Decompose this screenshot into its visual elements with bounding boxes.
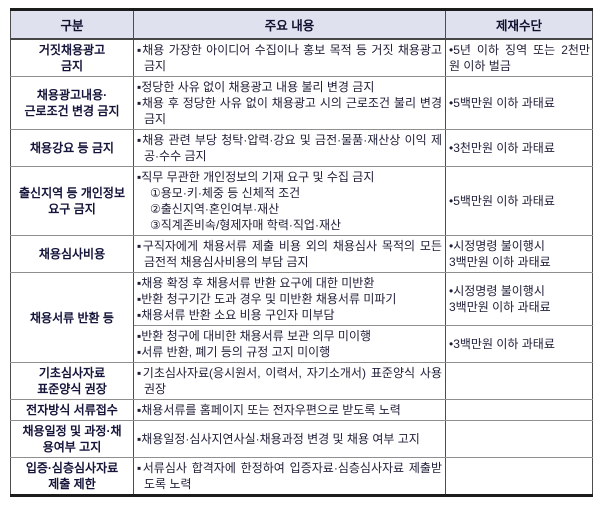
content-subitem: ③직계존비속/형제자매 학력·직업·재산 <box>150 218 342 232</box>
regulation-table: 구분 주요 내용 제재수단 거짓채용광고 금지 ▪채용 가장한 아이디어 수집이… <box>10 8 593 497</box>
category-proof-limit: 입증·심층심사자료 제출 제한 <box>10 457 134 496</box>
content-item: ▪반환 청구기간 도과 경우 및 미반환 채용서류 미파기 <box>137 292 397 306</box>
content-item: ▪채용서류를 홈페이지 또는 전자우편으로 받도록 노력 <box>137 403 401 417</box>
sanction-cell: •시정명령 불이행시 3백만원 이하 과태료 <box>445 272 593 326</box>
content-item: ▪기초심사자료(응시원서, 이력서, 자기소개서) 표준양식 사용 권장 <box>137 366 442 396</box>
table-row: 채용심사비용 ▪구직자에게 채용서류 제출 비용 외의 채용심사 목적의 모든 … <box>10 235 593 273</box>
table-row: 거짓채용광고 금지 ▪채용 가장한 아이디어 수집이나 홍보 목적 등 거짓 채… <box>10 38 593 77</box>
content-item: ▪채용 확정 후 채용서류 반환 요구에 대한 미반환 <box>137 276 375 290</box>
content-item: ▪직무 무관한 개인정보의 기재 요구 및 수집 금지 <box>137 170 375 184</box>
content-cell: ▪직무 무관한 개인정보의 기재 요구 및 수집 금지 ①용모·키·체중 등 신… <box>133 166 446 236</box>
column-header-category: 구분 <box>10 9 134 40</box>
table-subrow: ▪반환 청구에 대비한 채용서류 보관 의무 미이행 ▪서류 반환, 폐기 등의… <box>11 325 593 363</box>
content-item: ▪정당한 사유 없이 채용광고 내용 불리 변경 금지 <box>137 80 375 94</box>
sanction-cell: •5년 이하 징역 또는 2천만원 이하 벌금 <box>445 38 593 77</box>
sanction-cell <box>445 457 593 496</box>
sanction-cell: •3천만원 이하 과태료 <box>445 129 593 167</box>
category-electronic-submission: 전자방식 서류접수 <box>10 399 134 421</box>
category-schedule-notice: 채용일정 및 과정·채 용여부 고지 <box>10 420 134 458</box>
table-row: 입증·심층심사자료 제출 제한 ▪서류심사 합격자에 한정하여 입증자료·심층심… <box>10 457 593 496</box>
content-cell: ▪채용 관련 부당 청탁·압력·강요 및 금전·물품·재산상 이익 제공·수수 … <box>133 129 446 167</box>
table-row: 출신지역 등 개인정보 요구 금지 ▪직무 무관한 개인정보의 기재 요구 및 … <box>10 166 593 236</box>
content-item: ▪서류 반환, 폐기 등의 규정 고지 미이행 <box>137 345 331 359</box>
sanction-cell <box>445 362 593 400</box>
content-cell: ▪채용일정·심사지연사실·채용과정 변경 및 채용 여부 고지 <box>133 420 446 458</box>
table-row: 기초심사자료 표준양식 권장 ▪기초심사자료(응시원서, 이력서, 자기소개서)… <box>10 362 593 400</box>
sanction-cell: •5백만원 이하 과태료 <box>445 76 593 130</box>
content-item: ▪채용일정·심사지연사실·채용과정 변경 및 채용 여부 고지 <box>137 432 420 446</box>
table-row: 전자방식 서류접수 ▪채용서류를 홈페이지 또는 전자우편으로 받도록 노력 <box>10 399 593 421</box>
sanction-cell <box>445 399 593 421</box>
column-header-content: 주요 내용 <box>133 9 446 40</box>
content-cell: ▪기초심사자료(응시원서, 이력서, 자기소개서) 표준양식 사용 권장 <box>133 362 446 400</box>
content-item: ▪채용서류 반환 소요 비용 구인자 미부담 <box>137 308 335 322</box>
content-item: ▪채용 가장한 아이디어 수집이나 홍보 목적 등 거짓 채용광고 금지 <box>137 43 442 73</box>
category-ad-change: 채용광고내용· 근로조건 변경 금지 <box>10 76 134 130</box>
category-document-return: 채용서류 반환 등 <box>10 272 134 363</box>
content-cell: ▪채용 확정 후 채용서류 반환 요구에 대한 미반환 ▪반환 청구기간 도과 … <box>133 272 446 326</box>
table-row: 채용서류 반환 등 ▪채용 확정 후 채용서류 반환 요구에 대한 미반환 ▪반… <box>10 272 593 363</box>
category-screening-cost: 채용심사비용 <box>10 235 134 273</box>
sanction-cell: •3백만원 이하 과태료 <box>445 325 593 363</box>
content-item: ▪구직자에게 채용서류 제출 비용 외의 채용심사 목적의 모든 금전적 채용심… <box>137 239 442 269</box>
table-row: 채용광고내용· 근로조건 변경 금지 ▪정당한 사유 없이 채용광고 내용 불리… <box>10 76 593 130</box>
table-row: 채용일정 및 과정·채 용여부 고지 ▪채용일정·심사지연사실·채용과정 변경 … <box>10 420 593 458</box>
content-cell: ▪정당한 사유 없이 채용광고 내용 불리 변경 금지 ▪채용 후 정당한 사유… <box>133 76 446 130</box>
content-cell: ▪반환 청구에 대비한 채용서류 보관 의무 미이행 ▪서류 반환, 폐기 등의… <box>133 325 446 363</box>
header-row: 구분 주요 내용 제재수단 <box>10 9 593 40</box>
content-subitem: ②출신지역·혼인여부·재산 <box>150 202 280 216</box>
content-subitem: ①용모·키·체중 등 신체적 조건 <box>150 186 301 200</box>
content-cell: ▪채용 가장한 아이디어 수집이나 홍보 목적 등 거짓 채용광고 금지 <box>133 38 446 77</box>
table-row: 채용강요 등 금지 ▪채용 관련 부당 청탁·압력·강요 및 금전·물품·재산상… <box>10 129 593 167</box>
content-cell: ▪채용서류를 홈페이지 또는 전자우편으로 받도록 노력 <box>133 399 446 421</box>
sanction-cell <box>445 420 593 458</box>
content-item: ▪서류심사 합격자에 한정하여 입증자료·심층심사자료 제출받도록 노력 <box>137 461 442 491</box>
category-false-job-ad: 거짓채용광고 금지 <box>10 38 134 77</box>
content-item: ▪채용 관련 부당 청탁·압력·강요 및 금전·물품·재산상 이익 제공·수수 … <box>137 133 442 163</box>
content-item: ▪반환 청구에 대비한 채용서류 보관 의무 미이행 <box>137 329 372 343</box>
content-cell: ▪구직자에게 채용서류 제출 비용 외의 채용심사 목적의 모든 금전적 채용심… <box>133 235 446 273</box>
column-header-sanction: 제재수단 <box>445 9 593 40</box>
category-personal-info: 출신지역 등 개인정보 요구 금지 <box>10 166 134 236</box>
content-cell: ▪서류심사 합격자에 한정하여 입증자료·심층심사자료 제출받도록 노력 <box>133 457 446 496</box>
category-standard-form: 기초심사자료 표준양식 권장 <box>10 362 134 400</box>
sanction-cell: •5백만원 이하 과태료 <box>445 166 593 236</box>
category-coercion: 채용강요 등 금지 <box>10 129 134 167</box>
content-item: ▪채용 후 정당한 사유 없이 채용광고 시의 근로조건 불리 변경 금지 <box>137 96 442 126</box>
sanction-cell: •시정명령 불이행시 3백만원 이하 과태료 <box>445 235 593 273</box>
